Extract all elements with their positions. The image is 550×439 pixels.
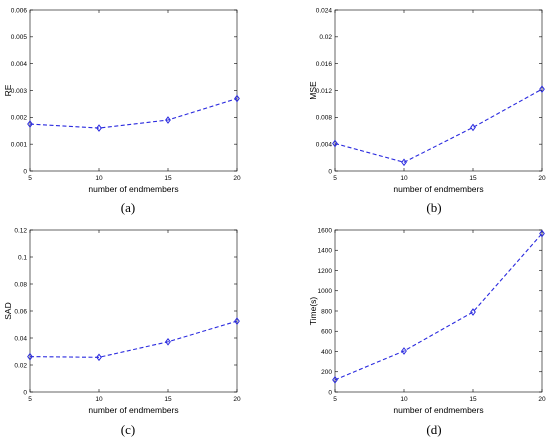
chart-1-data-point	[470, 123, 476, 132]
chart-3-y-tick-label: 400	[321, 349, 332, 356]
chart-3-data-point	[539, 229, 545, 238]
chart-2-x-tick-label: 10	[95, 396, 103, 403]
chart-0-x-tick-label: 5	[28, 175, 32, 182]
chart-0-y-tick-label: 0.003	[11, 88, 28, 95]
chart-0-y-axis-label: RE	[3, 84, 13, 96]
chart-3-data-point	[332, 376, 338, 384]
panel-b: 0 0.004 0.008 0.012 0.016 0.02 0.024 5 10 15 20 num…	[308, 7, 546, 215]
chart-2-x-tick-label: 20	[233, 396, 241, 403]
chart-3-y-tick-label: 600	[321, 329, 332, 336]
chart-0-x-axis-label: number of endmembers	[88, 184, 178, 194]
chart-2-y-tick-label: 0.12	[14, 227, 27, 234]
chart-0-series-line	[29, 98, 238, 129]
chart-3-data-point	[401, 347, 407, 355]
chart-3-data-point	[470, 308, 476, 316]
chart-2-y-tick-label: 0	[23, 389, 27, 396]
chart-3-y-tick-label: 1600	[318, 227, 333, 234]
chart-3-y-tick-label: 1400	[318, 248, 333, 255]
chart-0-x-tick-label: 10	[95, 175, 103, 182]
chart-3-y-tick-label: 1000	[318, 288, 333, 295]
chart-1-y-tick-label: 0.004	[316, 141, 333, 148]
chart-2-y-tick-label: 0.08	[14, 281, 27, 288]
chart-2-y-tick-label: 0.1	[18, 254, 27, 261]
chart-1-y-axis-label: MSE	[308, 81, 318, 100]
chart-3-x-tick-label: 20	[538, 396, 546, 403]
chart-2-series-line	[29, 320, 238, 358]
chart-2-x-axis-label: number of endmembers	[88, 405, 178, 415]
chart-0-data-point	[234, 94, 240, 103]
chart-1-x-tick-label: 15	[469, 175, 477, 182]
chart-0-y-tick-label: 0.001	[11, 141, 28, 148]
panel-a: 0 0.001 0.002 0.003 0.004 0.005 0.006 5 10 15 20 nu…	[3, 7, 241, 215]
chart-3-y-tick-label: 800	[321, 308, 332, 315]
chart-1-x-axis-label: number of endmembers	[393, 184, 483, 194]
chart-1-series-line	[334, 88, 543, 163]
chart-1-plot-frame	[334, 9, 543, 172]
chart-0-data-point	[96, 124, 102, 132]
chart-2-data-point	[27, 352, 33, 361]
chart-2-y-tick-label: 0.04	[14, 335, 27, 342]
chart-0-caption: (a)	[121, 200, 135, 215]
chart-1-data-point	[401, 158, 407, 167]
panel-c: 0 0.02 0.04 0.06 0.08 0.1 0.12 5 10 15 20 number of…	[3, 227, 241, 437]
chart-1-data-point	[539, 85, 545, 93]
chart-1-caption: (b)	[426, 200, 441, 215]
chart-0-y-tick-label: 0.004	[11, 61, 28, 68]
chart-3-x-tick-label: 5	[333, 396, 337, 403]
chart-0-y-tick-label: 0.006	[11, 7, 28, 14]
chart-3-x-tick-label: 15	[469, 396, 477, 403]
chart-2-data-point	[96, 353, 102, 362]
chart-1-y-tick-label: 0.008	[316, 115, 333, 122]
chart-1-y-tick-label: 0.024	[316, 7, 333, 14]
chart-1-data-point	[332, 139, 338, 148]
chart-2-data-point	[234, 317, 240, 325]
chart-1-x-tick-label: 20	[538, 175, 546, 182]
chart-0-y-tick-label: 0.005	[11, 34, 28, 41]
chart-1-y-tick-label: 0.02	[319, 34, 332, 41]
chart-2-x-tick-label: 15	[164, 396, 172, 403]
chart-2-y-tick-label: 0.06	[14, 308, 27, 315]
chart-3-y-tick-label: 200	[321, 369, 332, 376]
chart-0-y-tick-label: 0	[23, 168, 27, 175]
chart-2-caption: (c)	[121, 422, 135, 437]
chart-0-x-tick-label: 15	[164, 175, 172, 182]
chart-3-y-axis-label: Time(s)	[308, 297, 318, 326]
chart-0-data-point	[165, 116, 171, 124]
chart-3-y-tick-label: 0	[328, 389, 332, 396]
chart-0-y-tick-label: 0.002	[11, 115, 28, 122]
chart-3-y-tick-label: 1200	[318, 268, 333, 275]
chart-3-series-line	[334, 233, 543, 381]
panel-d: 0 200 400 600 800 1000 1200 1400 1600 5 10 15 20 numb…	[308, 227, 546, 437]
chart-2-x-tick-label: 5	[28, 396, 32, 403]
chart-1-y-tick-label: 0.016	[316, 61, 333, 68]
chart-2-y-tick-label: 0.02	[14, 362, 27, 369]
chart-1-y-tick-label: 0.012	[316, 88, 333, 95]
chart-0-x-tick-label: 20	[233, 175, 241, 182]
chart-1-x-tick-label: 5	[333, 175, 337, 182]
chart-2-plot-frame	[29, 229, 238, 393]
chart-2-y-axis-label: SAD	[3, 302, 13, 319]
chart-0-plot-frame	[29, 9, 238, 172]
chart-3-plot-frame	[334, 229, 543, 393]
chart-1-y-tick-label: 0	[328, 168, 332, 175]
chart-0-data-point	[27, 120, 33, 128]
chart-3-caption: (d)	[426, 422, 441, 437]
chart-3-x-tick-label: 10	[400, 396, 408, 403]
chart-1-x-tick-label: 10	[400, 175, 408, 182]
chart-3-x-axis-label: number of endmembers	[393, 405, 483, 415]
chart-2-data-point	[165, 337, 171, 346]
